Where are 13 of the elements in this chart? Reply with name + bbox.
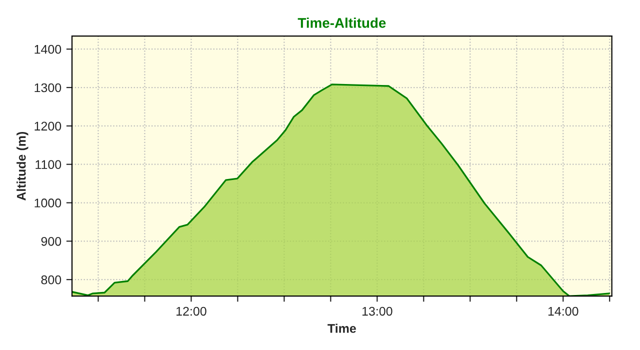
y-tick-label: 1000 — [34, 198, 62, 208]
y-tick-label: 1400 — [34, 44, 62, 54]
y-axis-title: Altitude (m) — [16, 132, 28, 200]
x-tick-label: 14:00 — [548, 306, 578, 316]
y-tick-label: 1300 — [34, 83, 62, 92]
x-axis-title: Time — [328, 324, 356, 333]
chart-title: Time-Altitude — [298, 18, 386, 28]
y-tick-label: 900 — [41, 236, 62, 246]
y-tick-label: 800 — [41, 275, 62, 284]
y-tick-label: 1100 — [36, 160, 62, 169]
y-tick-label: 1200 — [34, 122, 62, 131]
x-tick-label: 12:00 — [176, 306, 206, 316]
x-tick-label: 13:00 — [362, 306, 392, 316]
